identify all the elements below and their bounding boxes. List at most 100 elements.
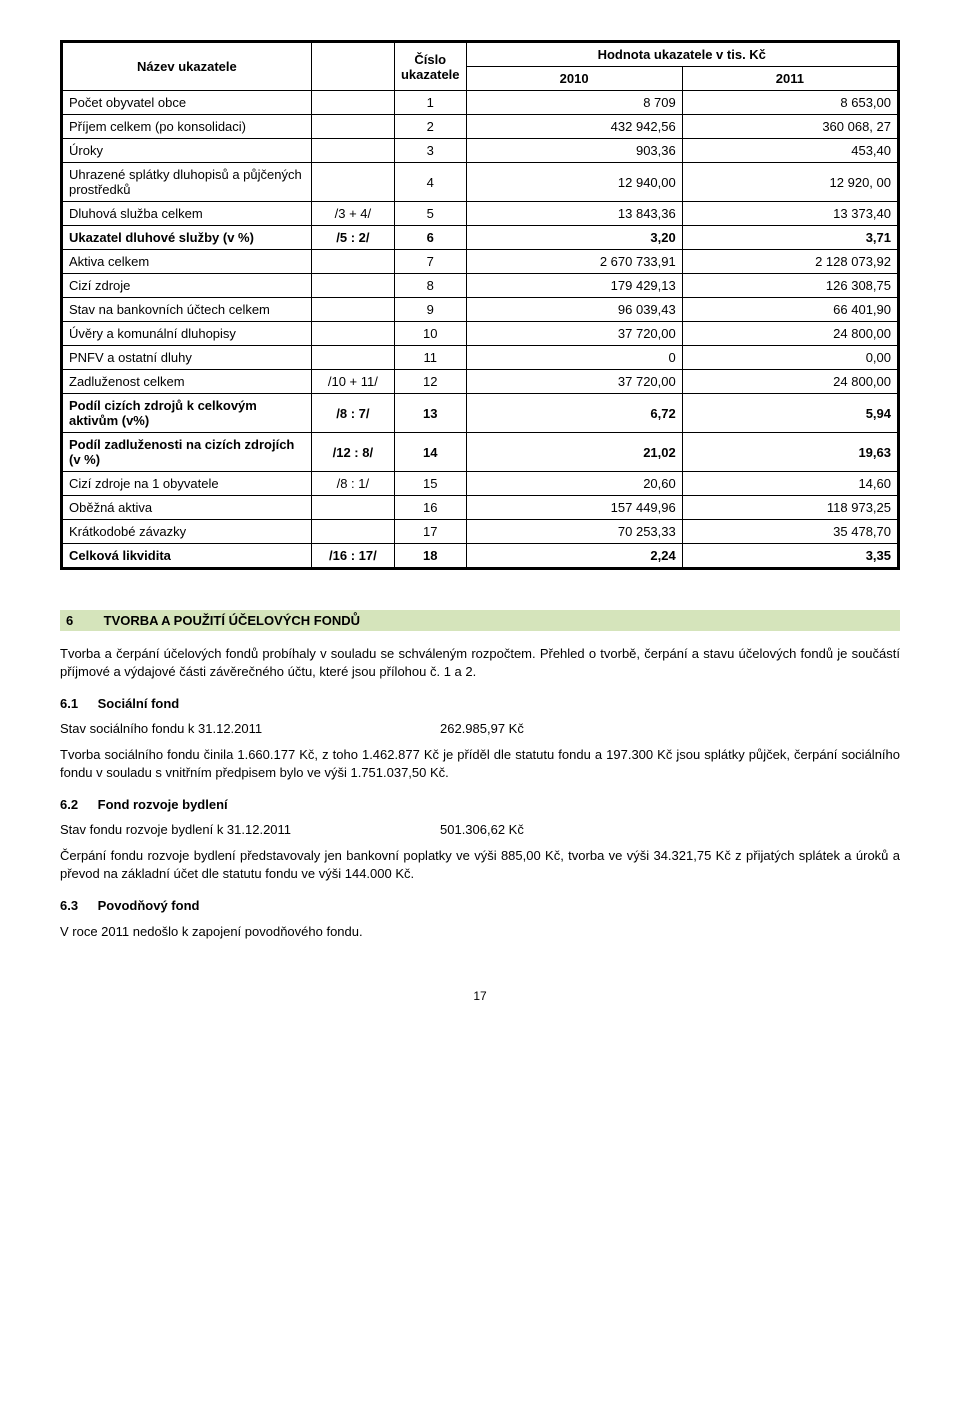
table-row: Podíl cizích zdrojů k celkovým aktivům (…	[62, 394, 899, 433]
table-row: Zadluženost celkem/10 + 11/1237 720,0024…	[62, 370, 899, 394]
table-row: Oběžná aktiva16157 449,96118 973,25	[62, 496, 899, 520]
cell-name: Počet obyvatel obce	[62, 91, 312, 115]
housing-fund-balance: Stav fondu rozvoje bydlení k 31.12.2011 …	[60, 822, 900, 837]
cell-calc	[311, 115, 394, 139]
cell-2011: 35 478,70	[682, 520, 898, 544]
cell-calc: /8 : 7/	[311, 394, 394, 433]
cell-calc: /16 : 17/	[311, 544, 394, 569]
cell-index: 7	[394, 250, 466, 274]
sub-6-1-num: 6.1	[60, 696, 94, 711]
cell-name: Krátkodobé závazky	[62, 520, 312, 544]
th-calc-blank	[311, 42, 394, 91]
page-number: 17	[60, 989, 900, 1003]
cell-2010: 903,36	[466, 139, 682, 163]
table-row: Celková likvidita/16 : 17/182,243,35	[62, 544, 899, 569]
sub-6-2-heading: 6.2 Fond rozvoje bydlení	[60, 797, 900, 812]
cell-calc: /3 + 4/	[311, 202, 394, 226]
table-row: Dluhová služba celkem/3 + 4/513 843,3613…	[62, 202, 899, 226]
cell-calc	[311, 139, 394, 163]
cell-2010: 96 039,43	[466, 298, 682, 322]
cell-calc	[311, 496, 394, 520]
flood-fund-text: V roce 2011 nedošlo k zapojení povodňové…	[60, 923, 900, 941]
cell-index: 3	[394, 139, 466, 163]
indicators-table: Název ukazatele Číslo ukazatele Hodnota …	[60, 40, 900, 570]
cell-name: Zadluženost celkem	[62, 370, 312, 394]
cell-index: 17	[394, 520, 466, 544]
cell-2011: 3,71	[682, 226, 898, 250]
cell-2010: 6,72	[466, 394, 682, 433]
cell-calc	[311, 520, 394, 544]
cell-index: 13	[394, 394, 466, 433]
sub-6-1-title: Sociální fond	[98, 696, 180, 711]
cell-2010: 37 720,00	[466, 322, 682, 346]
cell-name: Cizí zdroje na 1 obyvatele	[62, 472, 312, 496]
cell-2011: 14,60	[682, 472, 898, 496]
table-row: Cizí zdroje na 1 obyvatele/8 : 1/1520,60…	[62, 472, 899, 496]
th-value-title: Hodnota ukazatele v tis. Kč	[466, 42, 898, 67]
cell-2010: 432 942,56	[466, 115, 682, 139]
cell-2011: 5,94	[682, 394, 898, 433]
section-6-title: TVORBA A POUŽITÍ ÚČELOVÝCH FONDŮ	[104, 613, 360, 628]
cell-2010: 2,24	[466, 544, 682, 569]
cell-calc: /8 : 1/	[311, 472, 394, 496]
cell-name: Stav na bankovních účtech celkem	[62, 298, 312, 322]
cell-2011: 19,63	[682, 433, 898, 472]
table-row: Podíl zadluženosti na cizích zdrojích (v…	[62, 433, 899, 472]
table-row: PNFV a ostatní dluhy1100,00	[62, 346, 899, 370]
section-6-num: 6	[66, 613, 100, 628]
cell-name: Podíl zadluženosti na cizích zdrojích (v…	[62, 433, 312, 472]
cell-2010: 21,02	[466, 433, 682, 472]
cell-calc: /5 : 2/	[311, 226, 394, 250]
table-row: Úvěry a komunální dluhopisy 1037 720,0024…	[62, 322, 899, 346]
section-6-heading: 6 TVORBA A POUŽITÍ ÚČELOVÝCH FONDŮ	[60, 610, 900, 631]
cell-name: Úvěry a komunální dluhopisy	[62, 322, 312, 346]
table-row: Počet obyvatel obce18 7098 653,00	[62, 91, 899, 115]
housing-fund-balance-label: Stav fondu rozvoje bydlení k 31.12.2011	[60, 822, 440, 837]
social-fund-balance-label: Stav sociálního fondu k 31.12.2011	[60, 721, 440, 736]
sub-6-2-title: Fond rozvoje bydlení	[98, 797, 228, 812]
cell-2011: 360 068, 27	[682, 115, 898, 139]
sub-6-1-heading: 6.1 Sociální fond	[60, 696, 900, 711]
th-name: Název ukazatele	[62, 42, 312, 91]
section-6-intro: Tvorba a čerpání účelových fondů probíha…	[60, 645, 900, 680]
housing-fund-text: Čerpání fondu rozvoje bydlení představov…	[60, 847, 900, 882]
cell-2011: 13 373,40	[682, 202, 898, 226]
cell-index: 12	[394, 370, 466, 394]
cell-name: PNFV a ostatní dluhy	[62, 346, 312, 370]
table-row: Krátkodobé závazky1770 253,3335 478,70	[62, 520, 899, 544]
cell-2011: 453,40	[682, 139, 898, 163]
th-2010: 2010	[466, 67, 682, 91]
th-idx: Číslo ukazatele	[394, 42, 466, 91]
cell-calc	[311, 346, 394, 370]
cell-name: Příjem celkem (po konsolidaci)	[62, 115, 312, 139]
sub-6-2-num: 6.2	[60, 797, 94, 812]
cell-calc	[311, 250, 394, 274]
cell-2011: 24 800,00	[682, 370, 898, 394]
cell-name: Oběžná aktiva	[62, 496, 312, 520]
cell-index: 10	[394, 322, 466, 346]
social-fund-balance: Stav sociálního fondu k 31.12.2011 262.9…	[60, 721, 900, 736]
cell-calc	[311, 163, 394, 202]
cell-calc: /10 + 11/	[311, 370, 394, 394]
cell-index: 15	[394, 472, 466, 496]
cell-index: 11	[394, 346, 466, 370]
cell-index: 8	[394, 274, 466, 298]
cell-2011: 12 920, 00	[682, 163, 898, 202]
cell-index: 4	[394, 163, 466, 202]
th-2011: 2011	[682, 67, 898, 91]
cell-2010: 179 429,13	[466, 274, 682, 298]
cell-index: 6	[394, 226, 466, 250]
cell-2011: 126 308,75	[682, 274, 898, 298]
cell-index: 14	[394, 433, 466, 472]
sub-6-3-num: 6.3	[60, 898, 94, 913]
cell-2010: 13 843,36	[466, 202, 682, 226]
cell-2011: 8 653,00	[682, 91, 898, 115]
table-row: Aktiva celkem72 670 733,912 128 073,92	[62, 250, 899, 274]
table-row: Uhrazené splátky dluhopisů a půjčených p…	[62, 163, 899, 202]
cell-2011: 24 800,00	[682, 322, 898, 346]
cell-2010: 157 449,96	[466, 496, 682, 520]
social-fund-balance-value: 262.985,97 Kč	[440, 721, 524, 736]
table-row: Cizí zdroje8179 429,13126 308,75	[62, 274, 899, 298]
cell-index: 5	[394, 202, 466, 226]
sub-6-3-title: Povodňový fond	[98, 898, 200, 913]
